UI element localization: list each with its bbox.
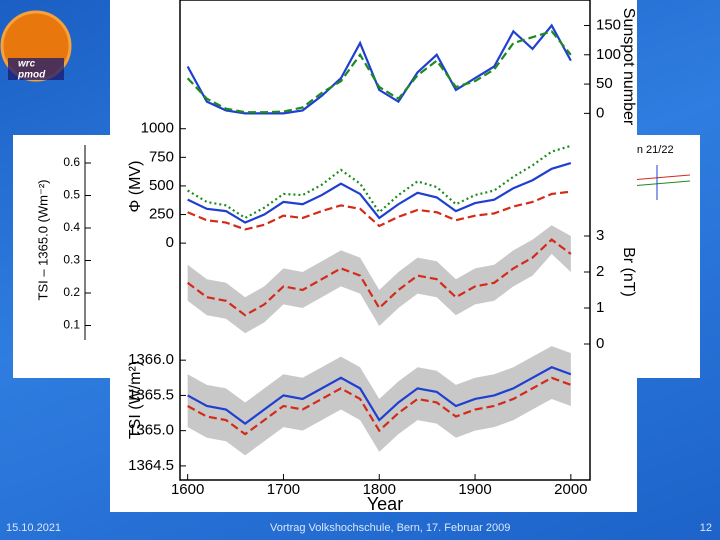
footer-title: Vortrag Volkshochschule, Bern, 17. Febru… xyxy=(270,522,511,534)
y-axis-label: TSI (W/m²) xyxy=(127,361,144,439)
logo-box xyxy=(8,58,64,80)
data-line xyxy=(187,376,572,436)
bg-legend: lin 21/22 xyxy=(632,144,674,156)
y-tick-label: 1 xyxy=(596,299,604,316)
bg-ylabel: TSI – 1365.0 (Wm⁻²) xyxy=(35,180,50,301)
y-tick-label: 1000 xyxy=(141,120,174,137)
y-tick-label: 500 xyxy=(149,177,174,194)
y-tick-label: 100 xyxy=(596,46,621,63)
data-line xyxy=(187,161,572,224)
bg-line xyxy=(629,180,691,187)
uncertainty-band xyxy=(187,225,571,334)
data-line xyxy=(187,238,572,317)
y-axis-label: Φ (MV) xyxy=(127,161,144,213)
logo-text: wrc xyxy=(18,59,36,70)
y-axis-label: Br (nT) xyxy=(620,247,637,297)
logo-text: pmod xyxy=(17,70,46,81)
x-tick-label: 2000 xyxy=(554,481,587,498)
bg-tick-label: 0.5 xyxy=(63,188,80,202)
bg-tick-label: 0.3 xyxy=(63,253,80,267)
plot-frame xyxy=(179,0,591,481)
x-tick-label: 1600 xyxy=(171,481,204,498)
data-line xyxy=(186,30,572,114)
y-tick-label: 3 xyxy=(596,227,604,244)
y-tick-label: 1365.5 xyxy=(128,386,174,403)
y-tick-label: 750 xyxy=(149,148,174,165)
y-tick-label: 1365.0 xyxy=(128,422,174,439)
bg-tick-label: 0.2 xyxy=(63,285,80,299)
footer-page: 12 xyxy=(699,522,712,534)
y-tick-label: 150 xyxy=(596,16,621,33)
data-line xyxy=(186,23,572,115)
x-axis-label: Year xyxy=(367,494,403,514)
data-line xyxy=(187,144,572,220)
bg-tick-label: 0.6 xyxy=(63,155,80,169)
x-tick-label: 1800 xyxy=(363,481,396,498)
y-tick-label: 50 xyxy=(596,75,613,92)
data-line xyxy=(187,366,572,425)
x-tick-label: 1700 xyxy=(267,481,300,498)
x-tick-label: 1900 xyxy=(458,481,491,498)
bg-line xyxy=(629,174,691,181)
y-tick-label: 0 xyxy=(596,104,604,121)
bg-tick-label: 0.4 xyxy=(63,220,80,234)
y-tick-label: 1366.0 xyxy=(128,351,174,368)
data-line xyxy=(187,190,571,231)
y-tick-label: 2 xyxy=(596,263,604,280)
bg-tick-label: 0.1 xyxy=(63,318,80,332)
y-tick-label: 1364.5 xyxy=(128,457,174,474)
y-axis-label: Sunspot number xyxy=(620,8,637,126)
y-tick-label: 0 xyxy=(166,234,174,251)
y-tick-label: 0 xyxy=(596,335,604,352)
uncertainty-band xyxy=(187,346,571,456)
y-tick-label: 250 xyxy=(149,206,174,223)
footer-date: 15.10.2021 xyxy=(6,522,62,534)
